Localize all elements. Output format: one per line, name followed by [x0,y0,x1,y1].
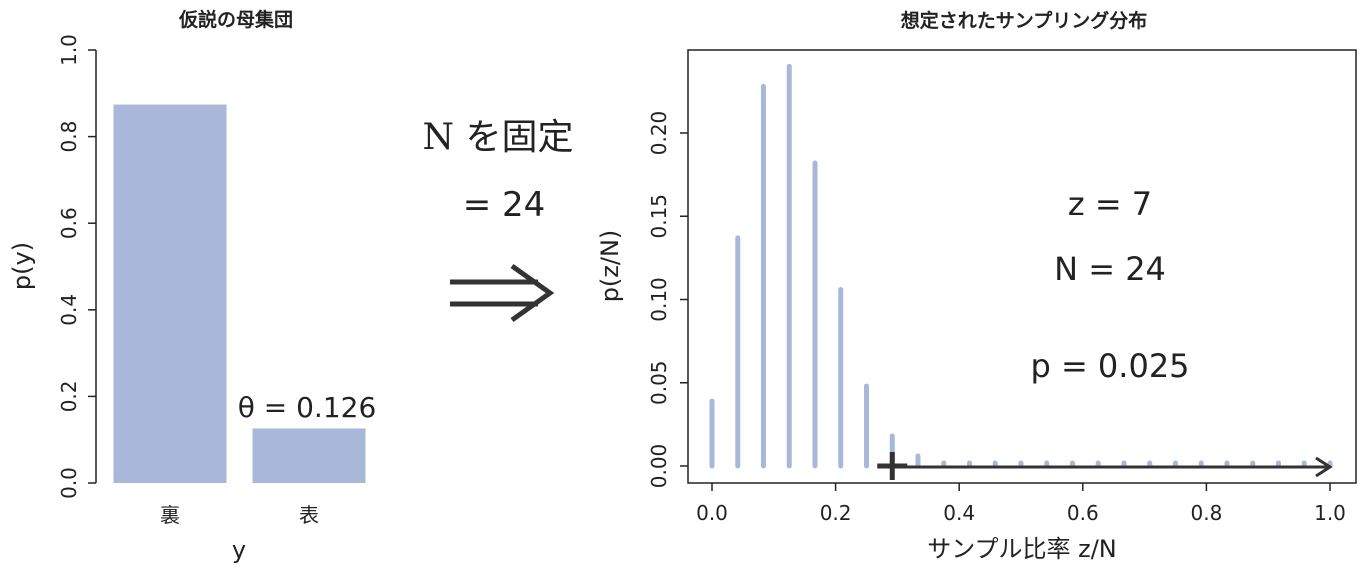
left-x-tick-label: 裏 [160,503,180,527]
right-x-tick-label: 0.4 [943,501,975,525]
right-plot-frame [687,49,1357,484]
right-chart: 想定されたサンプリング分布 0.000.050.100.150.20 0.0 0.… [596,9,1357,563]
right-chart-title: 想定されたサンプリング分布 [901,9,1147,32]
n-annotation: N = 24 [1054,250,1166,288]
right-y-tick-label: 0.00 [647,444,671,489]
left-y-tick-label: 0.4 [57,294,81,326]
fix-n-label: N を固定 [423,117,574,158]
right-y-axis-label: p(z/N) [596,230,624,303]
right-x-tick-label: 0.0 [696,501,728,525]
left-y-tick-label: 0.0 [57,467,81,499]
right-y-tick-label: 0.15 [647,194,671,239]
right-x-tick-label: 1.0 [1314,501,1346,525]
right-y-ticks: 0.00 0.05 0.10 0.15 0.20 [647,111,688,489]
right-x-tick-label: 0.8 [1190,501,1222,525]
left-chart: 仮説の母集団 0.00.20.40.60.81.0 p(y) 裏表 y θ = … [8,8,376,564]
left-y-tick-label: 0.6 [57,207,81,239]
left-y-ticks: 0.0 0.2 0.4 0.6 0.8 1.0 [57,34,96,499]
implies-arrow-icon [450,263,555,323]
left-bar [113,104,227,484]
theta-annotation: θ = 0.126 [238,391,377,424]
right-bars [709,63,1333,469]
left-x-ticks: 裏表 [160,503,319,527]
right-y-tick-label: 0.10 [647,277,671,322]
left-chart-title: 仮説の母集団 [178,8,293,31]
left-y-tick-label: 1.0 [57,34,81,66]
tail-arrow-icon [902,456,1333,478]
right-x-axis-label: サンプル比率 z/N [927,535,1117,563]
n-equals-label: = 24 [463,185,546,225]
p-annotation: p = 0.025 [1030,347,1189,385]
left-x-axis-label: y [232,536,246,564]
left-y-tick-label: 0.8 [57,121,81,153]
left-y-tick-label: 0.2 [57,380,81,412]
left-x-tick-label: 表 [299,503,319,527]
right-x-tick-label: 0.6 [1067,501,1099,525]
left-y-axis-label: p(y) [8,242,36,290]
middle-note: N を固定 = 24 [423,117,574,323]
right-y-tick-label: 0.20 [647,111,671,156]
right-x-tick-label: 0.2 [820,501,852,525]
left-bars [113,104,366,484]
z-annotation: z = 7 [1068,185,1152,223]
right-x-ticks: 0.0 0.2 0.4 0.6 0.8 1.0 [696,483,1346,525]
right-y-tick-label: 0.05 [647,360,671,405]
left-bar [252,428,366,483]
